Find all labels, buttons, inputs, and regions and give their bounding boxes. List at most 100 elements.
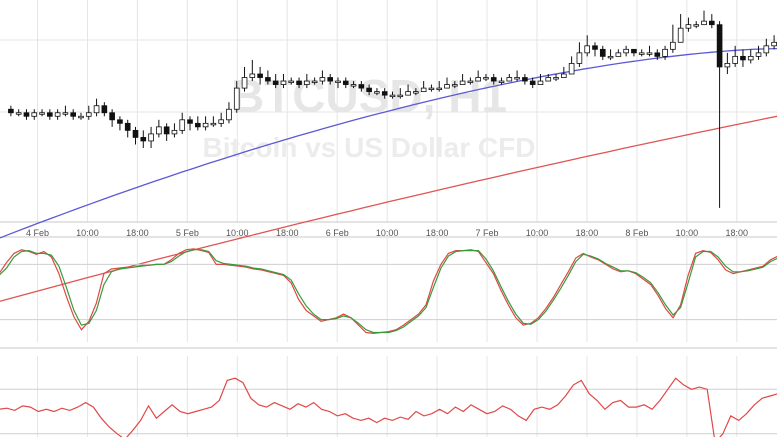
candle-body [163, 126, 170, 135]
watermark-description: Bitcoin vs US Dollar CFD [203, 132, 536, 163]
candle-body [109, 112, 115, 121]
candle-body [498, 80, 505, 83]
candle-body [444, 84, 450, 89]
candle-body [701, 20, 707, 26]
candle [568, 56, 575, 75]
candle-body [47, 112, 53, 117]
candle [740, 49, 746, 67]
candle-body [335, 80, 341, 83]
candle [15, 109, 22, 117]
candle-body [265, 77, 271, 82]
candle-body [475, 77, 481, 82]
candle [194, 116, 201, 131]
stochastic-panel [0, 248, 777, 335]
candle-body [747, 55, 754, 61]
candle-body [623, 48, 629, 54]
candle-body [101, 105, 108, 114]
candle [631, 48, 637, 57]
candle-body [381, 91, 388, 96]
candle [716, 21, 723, 208]
candle [545, 74, 552, 82]
candle-body [662, 48, 668, 57]
candle-body [529, 80, 536, 85]
candle-body [54, 112, 61, 117]
x-tick-label: 5 Feb [176, 228, 199, 238]
candle-body [342, 80, 349, 85]
candle-body [288, 80, 295, 83]
candle [506, 74, 513, 82]
series-line-red [0, 248, 777, 335]
candle-body [218, 119, 224, 124]
moving-average-blue [0, 47, 777, 239]
candle-body [93, 105, 100, 114]
candle [459, 74, 466, 85]
candle [646, 45, 653, 57]
candle-body [677, 27, 684, 43]
candle [747, 49, 754, 64]
candle-body [467, 80, 474, 83]
candle-body [654, 52, 661, 57]
candle [732, 45, 738, 67]
candle [226, 102, 232, 124]
candle [249, 59, 256, 82]
candle-body [607, 55, 614, 59]
candle [179, 112, 186, 134]
candle-body [233, 87, 240, 110]
candle [755, 45, 762, 60]
candle [140, 130, 147, 148]
candle-body [553, 77, 559, 80]
candle-body [226, 108, 232, 121]
candle-body [685, 24, 692, 29]
candle [93, 98, 100, 117]
candle-body [459, 80, 466, 85]
candle [335, 77, 341, 89]
candle [685, 17, 692, 32]
candle [529, 77, 536, 89]
candle [475, 70, 481, 82]
candle-body [296, 80, 302, 85]
candle-body [646, 52, 653, 55]
candle [210, 116, 217, 127]
candle [171, 123, 178, 138]
candle-body [771, 41, 777, 47]
candle [576, 42, 583, 67]
watermark-symbol: BTCUSD, H1 [231, 70, 507, 122]
x-tick-label: 10:00 [226, 228, 249, 238]
candle [724, 52, 731, 74]
candle [163, 123, 170, 141]
candle-body [8, 108, 14, 114]
candle-body [70, 112, 77, 117]
candle-body [210, 122, 217, 126]
candle-body [39, 112, 45, 115]
candle-body [483, 77, 489, 80]
candle-body [514, 77, 520, 80]
candle [405, 84, 411, 96]
candle [561, 66, 567, 78]
candle [514, 70, 520, 82]
series-line-red [0, 377, 777, 437]
candle [654, 49, 661, 60]
candle-body [436, 87, 443, 90]
candle [39, 109, 45, 117]
candle-body [428, 87, 435, 90]
candle [381, 88, 388, 99]
candle-body [124, 122, 131, 131]
candle [483, 74, 489, 82]
candle-body [304, 80, 310, 85]
candle [693, 21, 700, 29]
candle [265, 70, 271, 85]
candle [148, 126, 154, 148]
candle-body [568, 63, 575, 75]
candle-body [148, 133, 154, 142]
candle [708, 14, 715, 29]
x-tick-label: 18:00 [576, 228, 599, 238]
candle [187, 116, 193, 131]
candle [31, 109, 38, 120]
candle-body [506, 77, 513, 82]
candle-body [638, 52, 645, 55]
candle [124, 119, 131, 138]
candle-body [272, 80, 279, 85]
candle-body [350, 84, 357, 87]
candle-body [561, 73, 567, 78]
candle-body [62, 112, 69, 115]
